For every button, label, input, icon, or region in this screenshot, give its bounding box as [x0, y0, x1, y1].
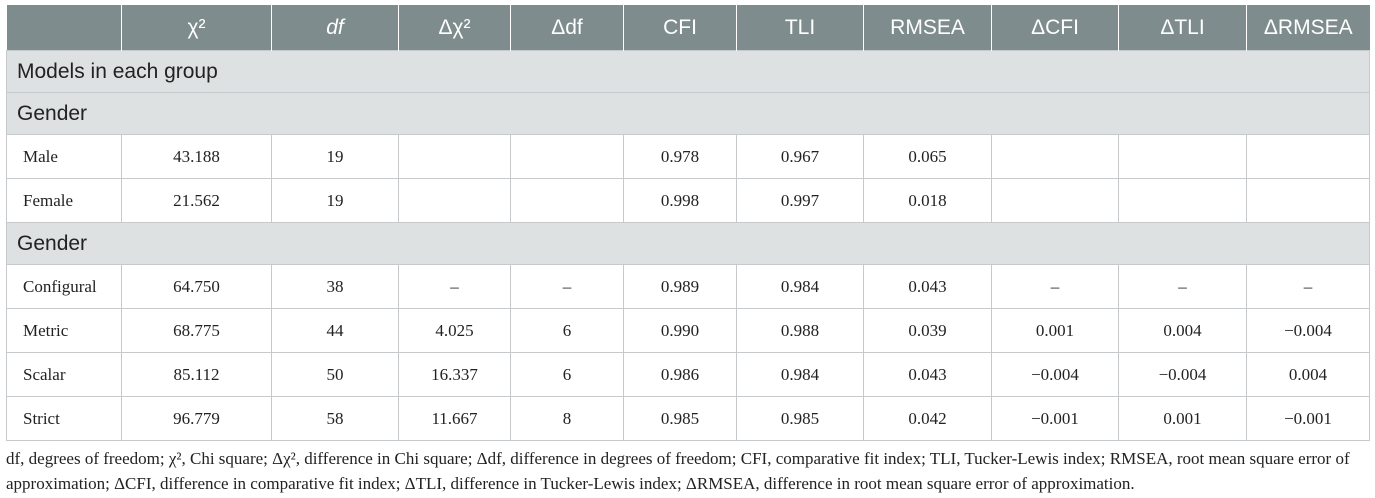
- table-cell: −0.004: [991, 352, 1119, 397]
- table-cell: 6: [510, 308, 624, 353]
- table-cell: [991, 178, 1119, 223]
- table-cell: –: [398, 264, 511, 309]
- row-label: Metric: [6, 308, 122, 353]
- column-header: [6, 5, 122, 51]
- fit-indices-table-container: χ² df Δχ² Δdf CFI TLI RMSEA ΔCFI ΔTLI ΔRMSEA Mode…: [6, 5, 1370, 441]
- table-cell: 50: [271, 352, 399, 397]
- table-cell: 0.042: [863, 396, 992, 441]
- column-header: ΔTLI: [1118, 5, 1247, 51]
- table-cell: [510, 134, 624, 179]
- section-row: Gender: [6, 92, 1370, 135]
- table-cell: 68.775: [121, 308, 272, 353]
- table-cell: [1118, 178, 1247, 223]
- row-label: Scalar: [6, 352, 122, 397]
- table-cell: 0.990: [623, 308, 737, 353]
- table-body: Models in each group Gender Male 43.188 19 0.…: [6, 50, 1370, 441]
- table-cell: 19: [271, 178, 399, 223]
- row-label: Strict: [6, 396, 122, 441]
- table-row: Metric 68.775 44 4.025 6 0.990 0.988 0.039 0.001…: [6, 308, 1370, 353]
- table-cell: 6: [510, 352, 624, 397]
- table-row: Configural 64.750 38– –0.989 0.984 0.043– – –: [6, 264, 1370, 309]
- table-cell: [1118, 134, 1247, 179]
- table-cell: 0.988: [736, 308, 864, 353]
- column-header: ΔCFI: [991, 5, 1119, 51]
- fit-indices-table: χ² df Δχ² Δdf CFI TLI RMSEA ΔCFI ΔTLI ΔRMSEA Mode…: [6, 5, 1370, 441]
- column-header: Δdf: [510, 5, 624, 51]
- table-cell: 58: [271, 396, 399, 441]
- row-label: Configural: [6, 264, 122, 309]
- table-cell: [1246, 178, 1370, 223]
- table-cell: –: [991, 264, 1119, 309]
- header-row: χ² df Δχ² Δdf CFI TLI RMSEA ΔCFI ΔTLI ΔRMSEA: [6, 5, 1370, 51]
- column-header: ΔRMSEA: [1246, 5, 1370, 51]
- table-cell: 85.112: [121, 352, 272, 397]
- section-row: Models in each group: [6, 50, 1370, 93]
- row-label: Female: [6, 178, 122, 223]
- table-cell: −0.001: [991, 396, 1119, 441]
- column-header: RMSEA: [863, 5, 992, 51]
- table-cell: 43.188: [121, 134, 272, 179]
- table-cell: [398, 178, 511, 223]
- table-cell: –: [510, 264, 624, 309]
- column-header: TLI: [736, 5, 864, 51]
- table-cell: 19: [271, 134, 399, 179]
- table-cell: 8: [510, 396, 624, 441]
- table-cell: [510, 178, 624, 223]
- table-cell: −0.004: [1246, 308, 1370, 353]
- table-cell: 0.985: [736, 396, 864, 441]
- section-title: Models in each group: [6, 50, 1370, 93]
- table-cell: 0.043: [863, 264, 992, 309]
- table-cell: 64.750: [121, 264, 272, 309]
- table-footnote: df, degrees of freedom; χ², Chi square; …: [6, 449, 1350, 493]
- table-cell: 4.025: [398, 308, 511, 353]
- table-row: Female 21.562 19 0.998 0.997 0.018: [6, 178, 1370, 223]
- table-cell: 16.337: [398, 352, 511, 397]
- table-cell: 0.984: [736, 352, 864, 397]
- table-cell: 0.986: [623, 352, 737, 397]
- column-header: χ²: [121, 5, 272, 51]
- table-cell: −0.004: [1118, 352, 1247, 397]
- table-row: Scalar 85.112 50 16.337 6 0.986 0.984 0.043 −0.0…: [6, 352, 1370, 397]
- table-cell: 0.998: [623, 178, 737, 223]
- table-cell: 0.967: [736, 134, 864, 179]
- table-cell: 0.065: [863, 134, 992, 179]
- table-cell: [1246, 134, 1370, 179]
- table-cell: 0.043: [863, 352, 992, 397]
- table-cell: 21.562: [121, 178, 272, 223]
- table-row: Strict 96.779 58 11.667 8 0.985 0.985 0.042 −0.0…: [6, 396, 1370, 441]
- table-cell: 0.984: [736, 264, 864, 309]
- table-cell: 0.004: [1118, 308, 1247, 353]
- table-cell: 0.018: [863, 178, 992, 223]
- table-cell: 11.667: [398, 396, 511, 441]
- table-cell: 38: [271, 264, 399, 309]
- table-cell: 0.978: [623, 134, 737, 179]
- table-cell: −0.001: [1246, 396, 1370, 441]
- table-cell: 0.001: [1118, 396, 1247, 441]
- table-cell: –: [1118, 264, 1247, 309]
- table-cell: 44: [271, 308, 399, 353]
- column-header: Δχ²: [398, 5, 511, 51]
- table-cell: 96.779: [121, 396, 272, 441]
- table-cell: 0.989: [623, 264, 737, 309]
- column-header: df: [271, 5, 399, 51]
- table-cell: 0.039: [863, 308, 992, 353]
- table-cell: [991, 134, 1119, 179]
- table-cell: 0.997: [736, 178, 864, 223]
- table-cell: 0.001: [991, 308, 1119, 353]
- table-row: Male 43.188 19 0.978 0.967 0.065: [6, 134, 1370, 179]
- row-label: Male: [6, 134, 122, 179]
- column-header: CFI: [623, 5, 737, 51]
- table-cell: 0.985: [623, 396, 737, 441]
- section-title: Gender: [6, 92, 1370, 135]
- table-cell: [398, 134, 511, 179]
- section-title: Gender: [6, 222, 1370, 265]
- section-row: Gender: [6, 222, 1370, 265]
- table-cell: –: [1246, 264, 1370, 309]
- table-cell: 0.004: [1246, 352, 1370, 397]
